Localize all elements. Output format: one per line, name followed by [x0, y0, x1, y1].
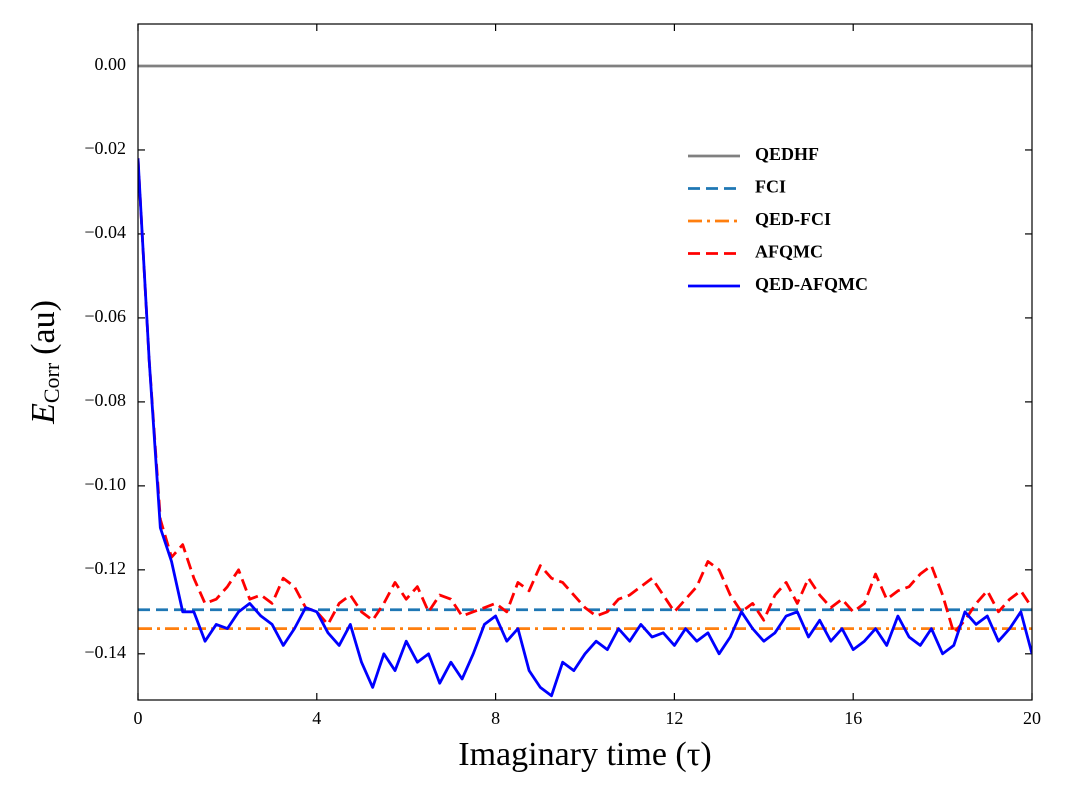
series-line	[138, 158, 1032, 698]
y-tick-label: −0.10	[84, 474, 126, 494]
x-axis-label: Imaginary time (τ)	[458, 736, 711, 773]
x-tick-label: 20	[1023, 708, 1041, 728]
y-tick-label: −0.02	[84, 138, 126, 158]
series-line	[138, 158, 1032, 635]
y-tick-label: −0.14	[84, 642, 126, 662]
y-tick-label: −0.12	[84, 558, 126, 578]
y-tick-label: −0.08	[84, 390, 126, 410]
x-tick-label: 16	[844, 708, 862, 728]
legend-label: FCI	[755, 177, 786, 197]
plot-frame	[137, 23, 1033, 701]
y-tick-label: 0.00	[95, 54, 127, 74]
legend-label: QED-FCI	[755, 209, 831, 229]
y-label-unit: (au)	[25, 300, 62, 355]
y-label-symbol: E	[25, 403, 62, 425]
x-tick-label: 8	[491, 708, 500, 728]
legend-label: AFQMC	[755, 242, 823, 262]
y-tick-label: −0.04	[84, 222, 126, 242]
legend-label: QED-AFQMC	[755, 274, 868, 294]
x-tick-label: 0	[134, 708, 143, 728]
y-tick-label: −0.06	[84, 306, 126, 326]
y-axis-label: ECorr (au)	[25, 300, 64, 425]
x-tick-label: 12	[665, 708, 683, 728]
legend-label: QEDHF	[755, 144, 819, 164]
x-tick-label: 4	[312, 708, 321, 728]
y-label-subscript: Corr	[39, 362, 64, 403]
